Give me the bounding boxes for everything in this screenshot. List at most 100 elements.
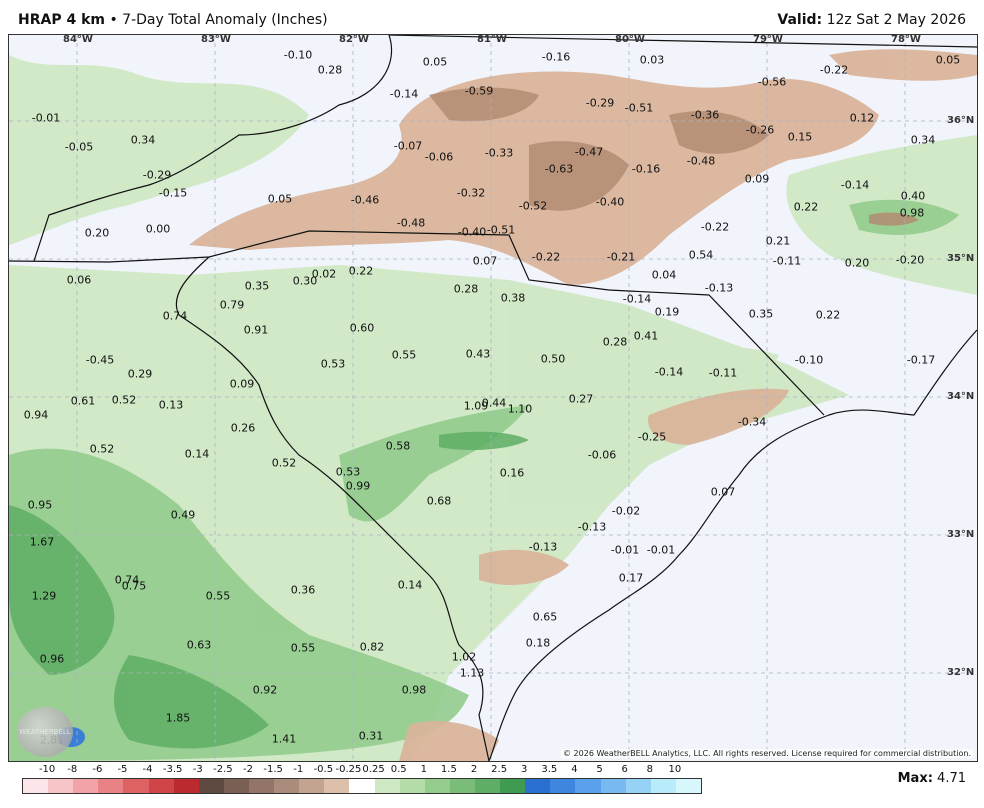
legend-tick-label: 5	[596, 764, 603, 775]
anomaly-value-label: -0.56	[757, 75, 787, 89]
valid-time-value: 12z Sat 2 May 2026	[826, 12, 966, 28]
legend-swatch	[474, 779, 501, 793]
legend-swatch	[675, 779, 701, 793]
legend-tick-label: -4	[142, 764, 153, 775]
anomaly-value-label: -0.22	[531, 250, 561, 264]
anomaly-value-label: -0.11	[772, 254, 802, 268]
lon-label-80w: 80°W	[615, 34, 645, 45]
legend-swatch	[650, 779, 676, 793]
anomaly-value-label: 1.41	[271, 732, 297, 746]
anomaly-value-label: 0.26	[230, 421, 256, 435]
anomaly-value-label: -0.47	[574, 145, 604, 159]
anomaly-value-label: 0.18	[525, 636, 551, 650]
legend-swatch	[500, 779, 526, 793]
anomaly-value-label: 0.28	[317, 63, 343, 77]
anomaly-value-label: -0.25	[637, 430, 667, 444]
lat-label-34n: 34°N	[947, 391, 975, 402]
anomaly-value-label: 0.53	[335, 465, 361, 479]
anomaly-value-label: 0.55	[205, 589, 231, 603]
anomaly-value-label: -0.01	[646, 543, 676, 557]
anomaly-value-label: -0.02	[611, 504, 641, 518]
anomaly-value-label: 0.82	[359, 640, 385, 654]
anomaly-value-label: -0.45	[85, 353, 115, 367]
anomaly-value-label: 1.10	[507, 402, 533, 416]
anomaly-value-label: -0.48	[396, 216, 426, 230]
model-name: HRAP 4 km	[18, 12, 105, 28]
anomaly-value-label: 0.49	[170, 508, 196, 522]
legend-tick-label: 2.5	[491, 764, 508, 775]
anomaly-value-label: 0.65	[532, 610, 558, 624]
anomaly-value-label: 0.06	[66, 273, 92, 287]
anomaly-value-label: -0.20	[895, 253, 925, 267]
legend-swatch	[324, 779, 350, 793]
legend-tick-label: -2	[243, 764, 253, 775]
anomaly-value-label: 0.63	[186, 638, 212, 652]
anomaly-value-label: -0.34	[737, 415, 767, 429]
legend-tick-label: 3.5	[541, 764, 558, 775]
map-fields	[9, 35, 977, 761]
anomaly-value-label: 0.09	[744, 172, 770, 186]
anomaly-value-label: -0.01	[610, 543, 640, 557]
anomaly-value-label: -0.14	[389, 87, 419, 101]
legend-swatch	[223, 779, 249, 793]
legend-tick-label: 3	[521, 764, 528, 775]
anomaly-value-label: 0.79	[219, 298, 245, 312]
anomaly-value-label: 1.29	[31, 589, 57, 603]
anomaly-value-label: -0.05	[64, 140, 94, 154]
anomaly-value-label: 0.91	[243, 323, 269, 337]
anomaly-value-label: 0.55	[290, 641, 316, 655]
lon-label-84w: 84°W	[63, 34, 93, 45]
anomaly-value-label: 0.68	[426, 494, 452, 508]
anomaly-value-label: 0.35	[244, 279, 270, 293]
anomaly-value-label: 1.85	[165, 711, 191, 725]
anomaly-value-label: 0.58	[385, 439, 411, 453]
anomaly-value-label: -0.46	[350, 193, 380, 207]
anomaly-value-label: 0.22	[793, 200, 819, 214]
max-value: Max: 4.71	[898, 771, 966, 786]
anomaly-value-label: 0.34	[130, 133, 156, 147]
anomaly-value-label: -0.22	[819, 63, 849, 77]
anomaly-value-label: 0.15	[787, 130, 813, 144]
legend-tick-label: -8	[67, 764, 78, 775]
anomaly-value-label: 0.30	[292, 274, 318, 288]
anomaly-value-label: -0.13	[704, 281, 734, 295]
anomaly-value-label: -0.10	[794, 353, 824, 367]
legend-tick-label: -0.5	[313, 764, 334, 775]
anomaly-value-label: 0.94	[23, 408, 49, 422]
legend-tick-label: -3.5	[162, 764, 183, 775]
legend-tick-label: -1	[293, 764, 304, 775]
anomaly-value-label: -0.16	[541, 50, 571, 64]
anomaly-value-label: 0.13	[158, 398, 184, 412]
state-borders	[9, 35, 977, 761]
legend-tick-label: -10	[38, 764, 56, 775]
anomaly-value-label: -0.52	[518, 199, 548, 213]
legend-tick-label: 4	[571, 764, 578, 775]
anomaly-value-label: 0.16	[499, 466, 525, 480]
anomaly-value-label: 0.92	[252, 683, 278, 697]
max-label: Max:	[897, 771, 933, 786]
anomaly-value-label: -0.01	[31, 111, 61, 125]
legend-tick-label: 10	[668, 764, 682, 775]
anomaly-value-label: 0.34	[910, 133, 936, 147]
anomaly-value-label: 0.09	[229, 377, 255, 391]
anomaly-value-label: 0.05	[422, 55, 448, 69]
anomaly-value-label: 0.74	[162, 309, 188, 323]
anomaly-value-label: -0.29	[585, 96, 615, 110]
legend-tick-label: 6	[621, 764, 628, 775]
anomaly-value-label: -0.21	[606, 250, 636, 264]
legend-swatch	[625, 779, 651, 793]
legend-tick-label: 8	[646, 764, 653, 775]
anomaly-value-label: -0.63	[544, 162, 574, 176]
anomaly-value-label: -0.48	[686, 154, 716, 168]
legend-swatch	[48, 779, 74, 793]
anomaly-value-label: 0.22	[815, 308, 841, 322]
lat-label-36n: 36°N	[947, 115, 975, 126]
color-legend	[22, 778, 702, 794]
legend-swatch	[23, 779, 49, 793]
anomaly-value-label: 0.20	[84, 226, 110, 240]
legend-tick-label: -6	[92, 764, 103, 775]
legend-swatch	[550, 779, 576, 793]
product-name: 7-Day Total Anomaly (Inches)	[122, 12, 328, 28]
legend-swatch	[374, 779, 400, 793]
anomaly-value-label: 0.52	[111, 393, 137, 407]
